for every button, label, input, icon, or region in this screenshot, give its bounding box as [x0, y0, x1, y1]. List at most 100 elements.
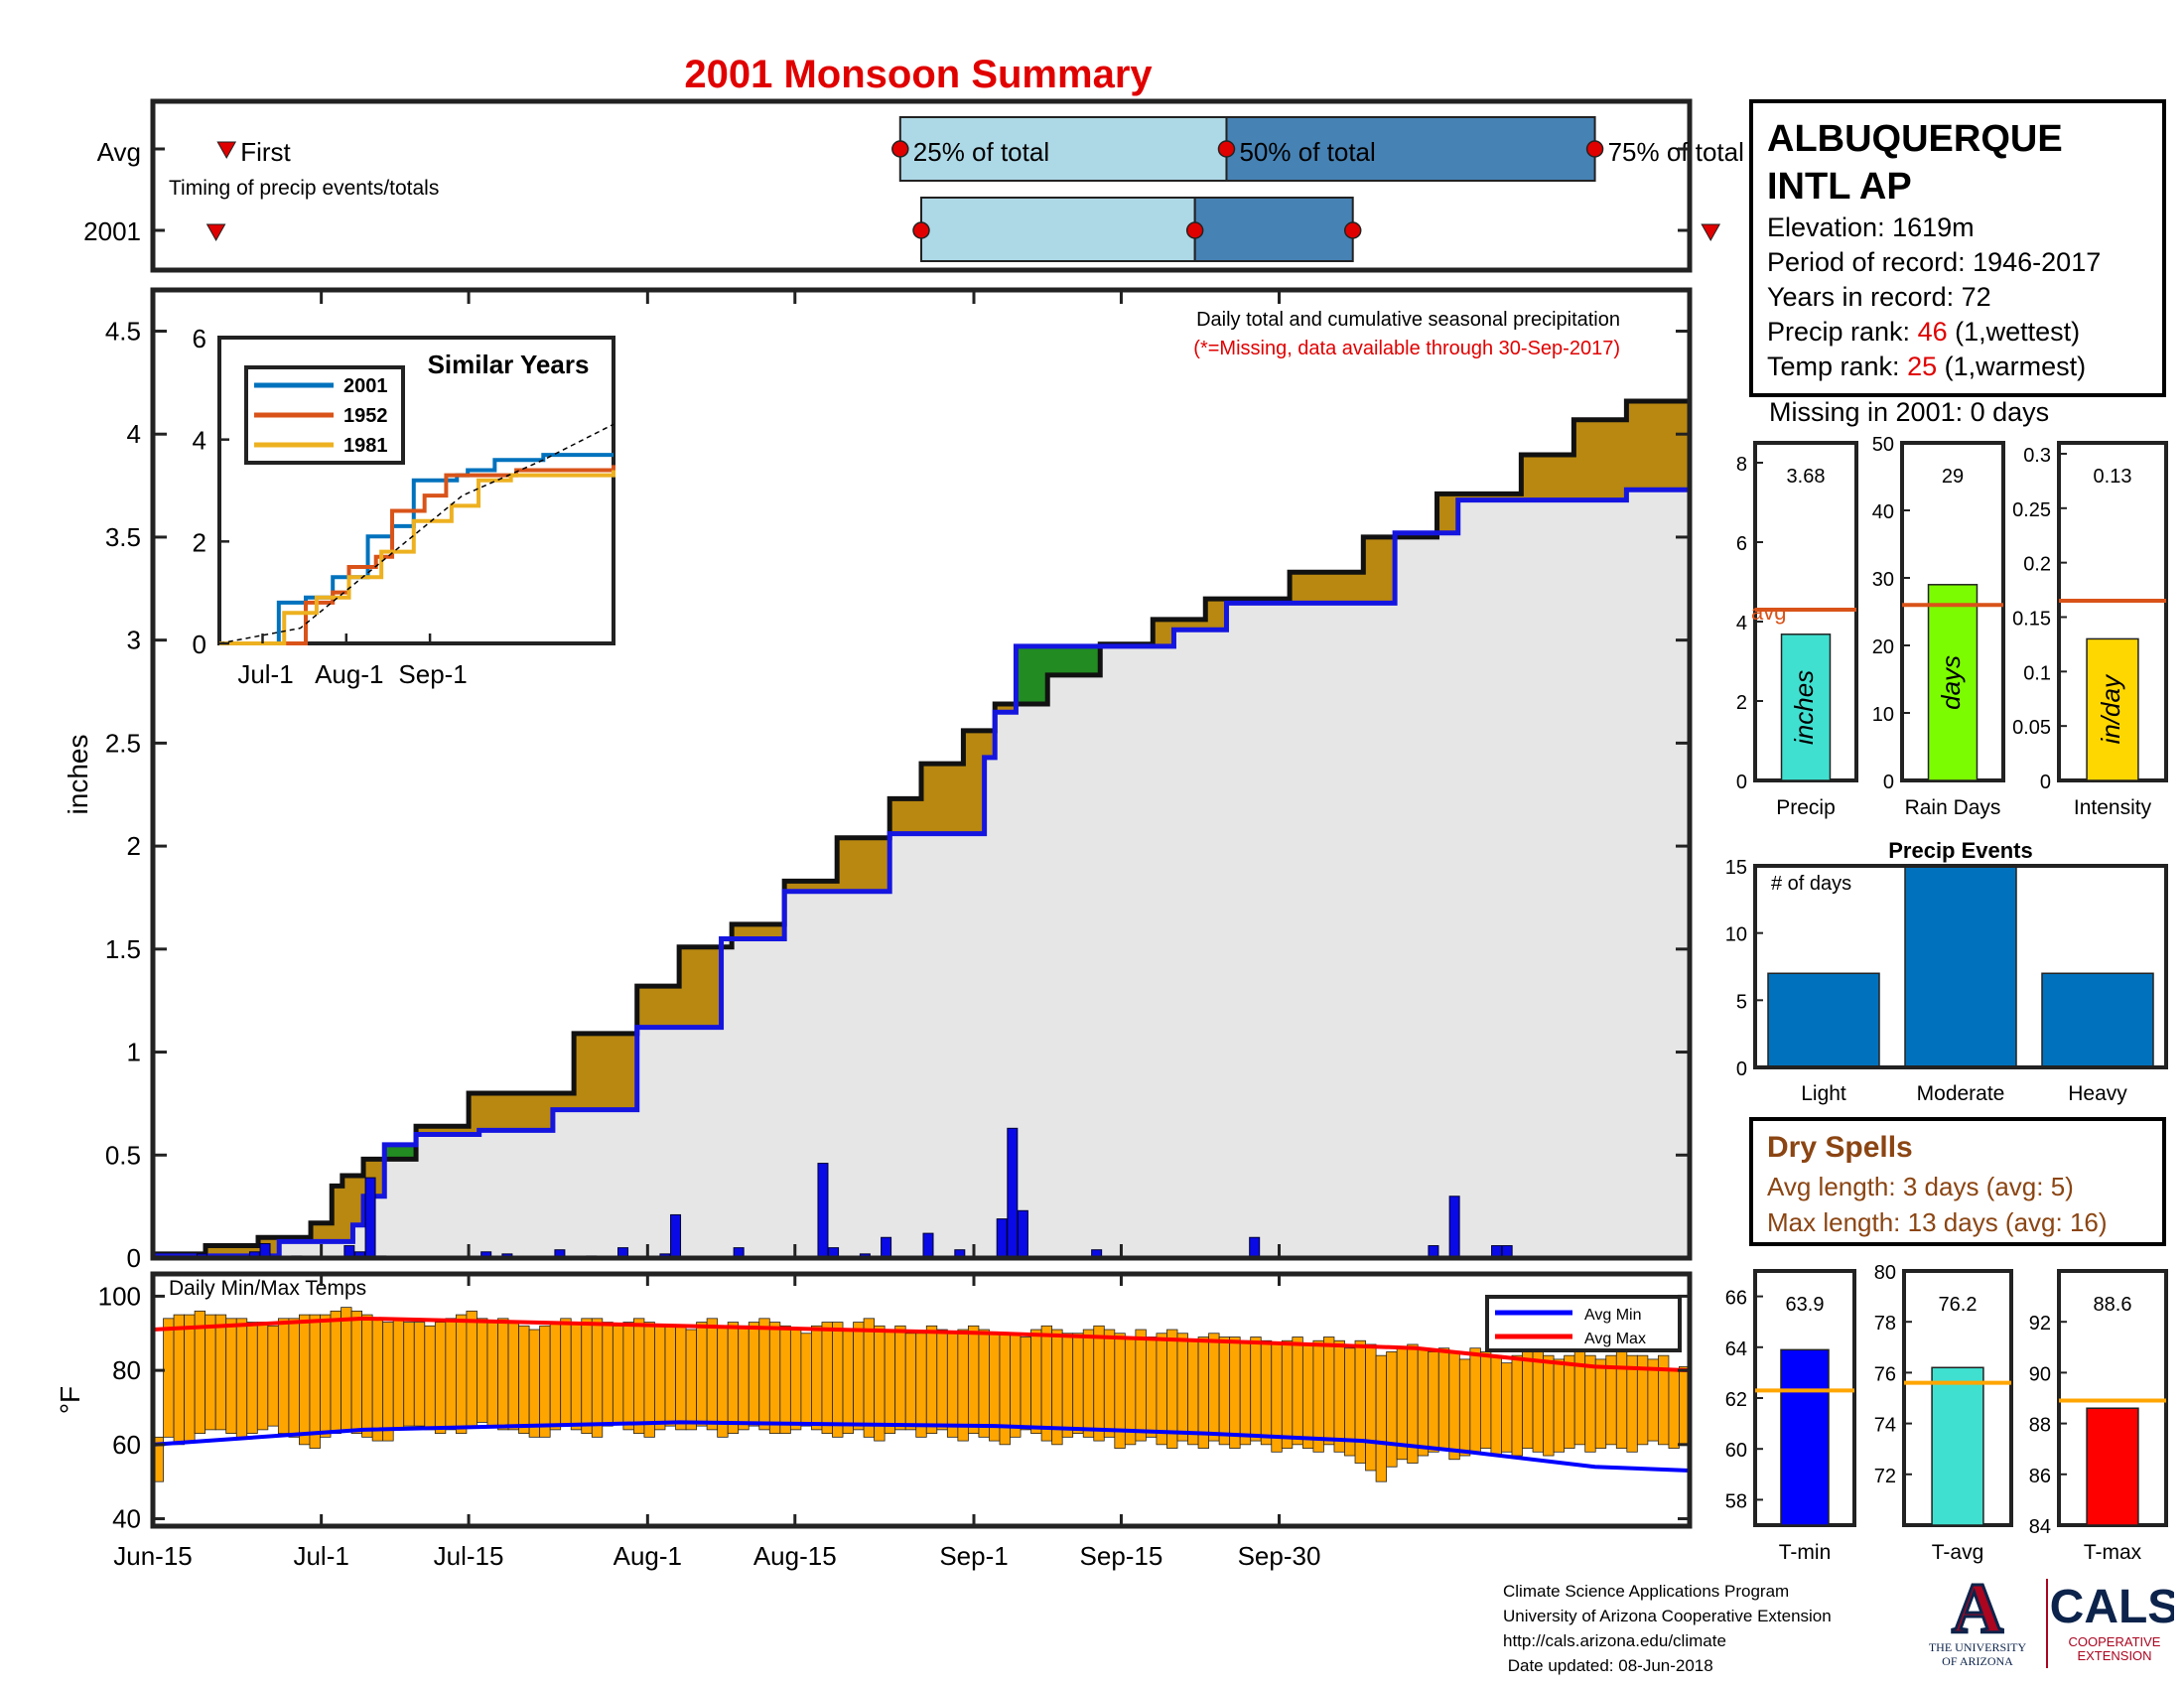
xtick-label: Aug-1 [614, 1541, 682, 1571]
inset-avg-line [218, 423, 614, 644]
daily-temp-bar [675, 1325, 687, 1431]
raindays-ytick-label: 10 [1872, 704, 1894, 726]
daily-temp-bar [309, 1314, 321, 1449]
avg-min-line [152, 1420, 1691, 1473]
daily-temp-bar [382, 1322, 394, 1442]
daily-precip-bar [1007, 1127, 1019, 1259]
daily-temp-bar [748, 1322, 760, 1427]
inset-title: Similar Years [428, 350, 590, 379]
daily-temp-bar [915, 1333, 927, 1438]
inset-ytick-label: 2 [193, 527, 206, 557]
tmin-ytick-label: 60 [1725, 1440, 1747, 1462]
daily-temp-bar [1040, 1325, 1053, 1442]
station-name: ALBUQUERQUE INTL AP [1767, 118, 2063, 208]
events-ytick-label: 10 [1725, 924, 1747, 946]
precip-rank-label: Precip rank: [1767, 317, 1918, 347]
daily-temp-bar [904, 1333, 917, 1431]
daily-temp-bar [1458, 1358, 1471, 1457]
tavg-bar [1931, 1366, 1984, 1526]
tmax-ytick-label: 84 [2029, 1516, 2051, 1538]
logo-cals: CALS [2050, 1581, 2174, 1633]
daily-temp-bar [539, 1325, 551, 1438]
daily-temp-bar [738, 1325, 750, 1431]
daily-temp-bar [1093, 1325, 1105, 1442]
logo-coop-line-2: EXTENSION [2077, 1648, 2151, 1663]
tmax-ytick-label: 88 [2029, 1415, 2051, 1437]
daily-temp-bar [706, 1318, 719, 1431]
precip-label: Precip [1776, 796, 1836, 819]
daily-temp-bar [853, 1322, 865, 1431]
credits-url[interactable]: http://cals.arizona.edu/climate [1503, 1631, 1726, 1650]
dry-spells-max-length: Max length: 13 days (avg: 16) [1767, 1207, 2108, 1237]
university-logo: A THE UNIVERSITY OF ARIZONA CALS COOPERA… [1929, 1573, 2174, 1668]
daily-temp-bar [1375, 1354, 1388, 1482]
daily-temp-bar [507, 1322, 519, 1431]
tmax-ytick-label: 90 [2029, 1363, 2051, 1385]
daily-precip-bar [881, 1236, 892, 1259]
daily-temp-bar [299, 1314, 311, 1446]
daily-temp-bar [925, 1325, 938, 1435]
daily-precip-bar [670, 1213, 682, 1259]
temps-ytick-label: 40 [112, 1504, 141, 1534]
daily-temp-bar [1354, 1339, 1366, 1464]
precip-rank-value: 46 [1917, 317, 1948, 347]
tmin-ytick-label: 62 [1725, 1389, 1747, 1411]
xtick-label: Aug-15 [753, 1541, 837, 1571]
precip-rank-note: (1,wettest) [1947, 317, 2081, 347]
daily-temp-bar [1208, 1333, 1220, 1442]
daily-temp-bar [1146, 1336, 1158, 1438]
main-ylabel: inches [63, 735, 93, 815]
daily-temp-bar [392, 1318, 405, 1431]
daily-temp-bar [643, 1322, 655, 1438]
station-years: Years in record: 72 [1767, 282, 1991, 312]
precip-ytick-label: 8 [1736, 454, 1747, 476]
daily-temp-bar [1365, 1343, 1377, 1472]
daily-temp-bar [413, 1322, 426, 1427]
daily-temp-bar [936, 1329, 948, 1431]
y2001-last-marker [1701, 223, 1721, 242]
logo-university-line-1: THE UNIVERSITY [1929, 1640, 2027, 1654]
daily-temp-bar [205, 1314, 216, 1431]
avg-first-marker [216, 141, 237, 160]
events-ytick-label: 15 [1725, 857, 1747, 879]
inset-ytick-label: 6 [193, 324, 206, 353]
tmax-value-label: 88.6 [2094, 1294, 2132, 1316]
intensity-ytick-label: 0.15 [2012, 608, 2051, 630]
daily-temp-bar [863, 1318, 876, 1438]
daily-temp-bar [1584, 1354, 1596, 1453]
daily-temp-bar [455, 1314, 468, 1435]
daily-temp-bar [758, 1318, 770, 1431]
temp-rank-note: (1,warmest) [1937, 352, 2087, 381]
events-label-heavy: Heavy [2068, 1082, 2127, 1105]
daily-temp-bar [163, 1318, 175, 1438]
y2001-50-marker [1185, 221, 1204, 239]
daily-temps-chart: 40 60 80 100 °F Daily Min/Max Temps Avg Min Avg… [55, 1271, 1693, 1571]
events-subtitle: # of days [1771, 873, 1851, 895]
daily-precip-bar [364, 1177, 376, 1259]
main-note: Daily total and cumulative seasonal prec… [1196, 309, 1620, 331]
daily-temp-bar [1647, 1358, 1659, 1442]
daily-temp-bar [727, 1322, 740, 1435]
main-note-missing: (*=Missing, data available through 30-Se… [1193, 338, 1620, 359]
daily-precip-bar [817, 1163, 829, 1259]
raindays-ytick-label: 20 [1872, 636, 1894, 658]
daily-temp-bar [1386, 1351, 1398, 1468]
events-ytick-label: 0 [1736, 1058, 1747, 1080]
raindays-label: Rain Days [1905, 796, 2001, 819]
daily-temp-bar [946, 1333, 959, 1438]
daily-temp-bar [277, 1318, 290, 1435]
daily-temp-bar [1187, 1339, 1199, 1446]
daily-temp-bar [1532, 1351, 1544, 1453]
tmax-label: T-max [2084, 1541, 2142, 1564]
daily-temp-bar [235, 1318, 248, 1438]
daily-temp-bar [477, 1318, 488, 1423]
daily-temp-bar [1428, 1351, 1439, 1453]
daily-temp-bar [173, 1314, 185, 1446]
daily-temp-bar [1522, 1347, 1534, 1449]
tmin-label: T-min [1779, 1541, 1832, 1564]
tmin-bar [1780, 1348, 1830, 1526]
avg-25-label: 25% of total [913, 137, 1049, 167]
credits-line-2: University of Arizona Cooperative Extens… [1503, 1607, 1832, 1625]
daily-temp-bar [528, 1329, 541, 1438]
tmin-ytick-label: 58 [1725, 1490, 1747, 1512]
